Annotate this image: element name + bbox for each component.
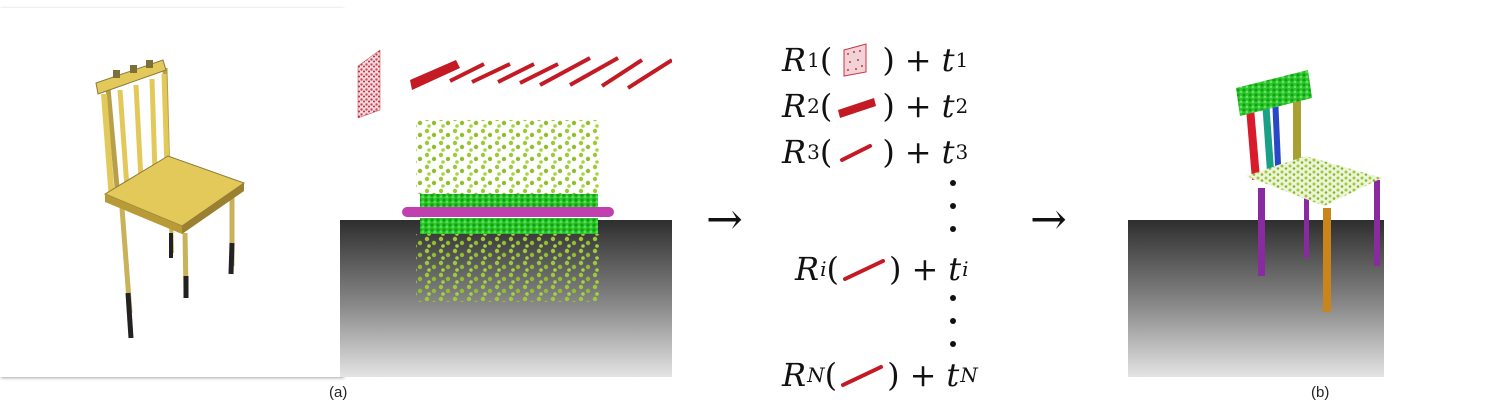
- translation-subscript: i: [962, 257, 969, 281]
- plus-operator: +: [904, 133, 932, 171]
- rod-part: [471, 62, 511, 84]
- back-slat: [161, 73, 170, 169]
- caption-b: (b): [1311, 384, 1330, 401]
- long-rod-glyph: [842, 259, 885, 281]
- leg-foot: [125, 292, 134, 339]
- rotation-symbol: R: [782, 133, 807, 171]
- equation-line-N: R N( ) + t N: [782, 356, 978, 394]
- translation-subscript: N: [960, 363, 978, 387]
- long-rod-glyph: [841, 365, 884, 387]
- plus-operator: +: [904, 87, 932, 125]
- plus-operator: +: [911, 250, 939, 288]
- rotation-symbol: R: [795, 250, 820, 288]
- back-slat: [149, 78, 158, 174]
- back-point-cloud: [416, 234, 600, 302]
- leg-foot: [228, 242, 235, 275]
- rod-part: [539, 56, 591, 87]
- rod-part: [626, 58, 674, 90]
- rotation-subscript: 1: [807, 48, 820, 72]
- assembled-chair-illustration: [1128, 70, 1384, 377]
- back-slat-olive: [1293, 88, 1301, 162]
- rod-part: [569, 56, 619, 87]
- arrow-right-1: →: [706, 194, 743, 245]
- back-panel-part: [357, 49, 381, 119]
- leg-purple-back-right: [1374, 180, 1380, 266]
- seat-slab-glyph: [838, 98, 877, 118]
- rotation-symbol: R: [782, 87, 807, 125]
- rotation-symbol: R: [782, 41, 807, 79]
- translation-subscript: 3: [955, 140, 969, 164]
- rotation-subscript: i: [820, 257, 827, 281]
- ellipsis-dot: [950, 341, 956, 347]
- leg-purple-back-left: [1304, 198, 1309, 258]
- seat-side-edge: [182, 183, 244, 234]
- back-panel-glyph: [843, 43, 867, 77]
- seat-slab-part: [410, 60, 460, 90]
- rod-part: [519, 62, 559, 85]
- ellipsis-dot: [950, 203, 956, 209]
- translation-symbol: t: [941, 41, 955, 79]
- backrest-slot: [146, 60, 153, 68]
- rotation-subscript: 2: [807, 94, 820, 118]
- equation-line-2: R 2( ) + t 2: [782, 87, 969, 125]
- backrest-slot: [130, 65, 137, 73]
- equation-line-3: R 3( ) + t 3: [782, 133, 969, 171]
- rod-point-cloud-band: [420, 194, 598, 210]
- ellipsis-dot: [950, 180, 956, 186]
- leg-orange-front-right: [1323, 208, 1331, 312]
- parts-pointcloud-panel: [340, 8, 674, 377]
- rod-part: [497, 62, 535, 84]
- equation-line-1: R 1( ) + t 1: [782, 41, 969, 79]
- rotation-subscript: 3: [807, 140, 820, 164]
- seat-point-cloud: [1246, 156, 1382, 206]
- translation-symbol: t: [948, 250, 962, 288]
- back-slat-red: [1246, 108, 1260, 180]
- translation-subscript: 1: [955, 48, 969, 72]
- backrest-point-cloud: [1236, 70, 1312, 116]
- back-slat: [101, 93, 115, 201]
- rotation-symbol: R: [782, 356, 807, 394]
- back-slat: [133, 84, 144, 181]
- backrest-top-rail: [95, 59, 167, 95]
- floor-plane: [1128, 220, 1384, 377]
- translation-symbol: t: [946, 356, 960, 394]
- magenta-rod-point-cloud: [402, 207, 614, 217]
- back-slat: [117, 89, 130, 189]
- caption-a: (a): [329, 384, 348, 401]
- chair-render-panel: [0, 8, 343, 377]
- short-rod-glyph: [840, 144, 873, 162]
- leg-purple-front-left: [1258, 188, 1265, 276]
- backrest-slot: [113, 70, 120, 78]
- arrow-right-2: →: [1030, 194, 1067, 245]
- ellipsis-dot: [950, 295, 956, 301]
- rod-part: [600, 58, 644, 88]
- back-slat-teal: [1262, 100, 1274, 172]
- assembled-chair-panel: [1128, 8, 1384, 377]
- translation-symbol: t: [941, 87, 955, 125]
- translation-symbol: t: [941, 133, 955, 171]
- rod-part: [449, 62, 485, 83]
- parts-pointcloud-illustration: [340, 49, 674, 377]
- plus-operator: +: [909, 356, 937, 394]
- rod-point-cloud-band: [420, 218, 598, 234]
- chair-3d-illustration: [95, 59, 246, 339]
- ellipsis-dot: [950, 226, 956, 232]
- ellipsis-dot: [950, 318, 956, 324]
- plus-operator: +: [904, 41, 932, 79]
- translation-subscript: 2: [955, 94, 969, 118]
- back-left-post: [105, 87, 121, 199]
- seat-front-edge: [105, 194, 182, 234]
- seat-point-cloud: [416, 120, 600, 194]
- rotation-subscript: N: [807, 363, 825, 387]
- back-slat-blue: [1272, 96, 1281, 166]
